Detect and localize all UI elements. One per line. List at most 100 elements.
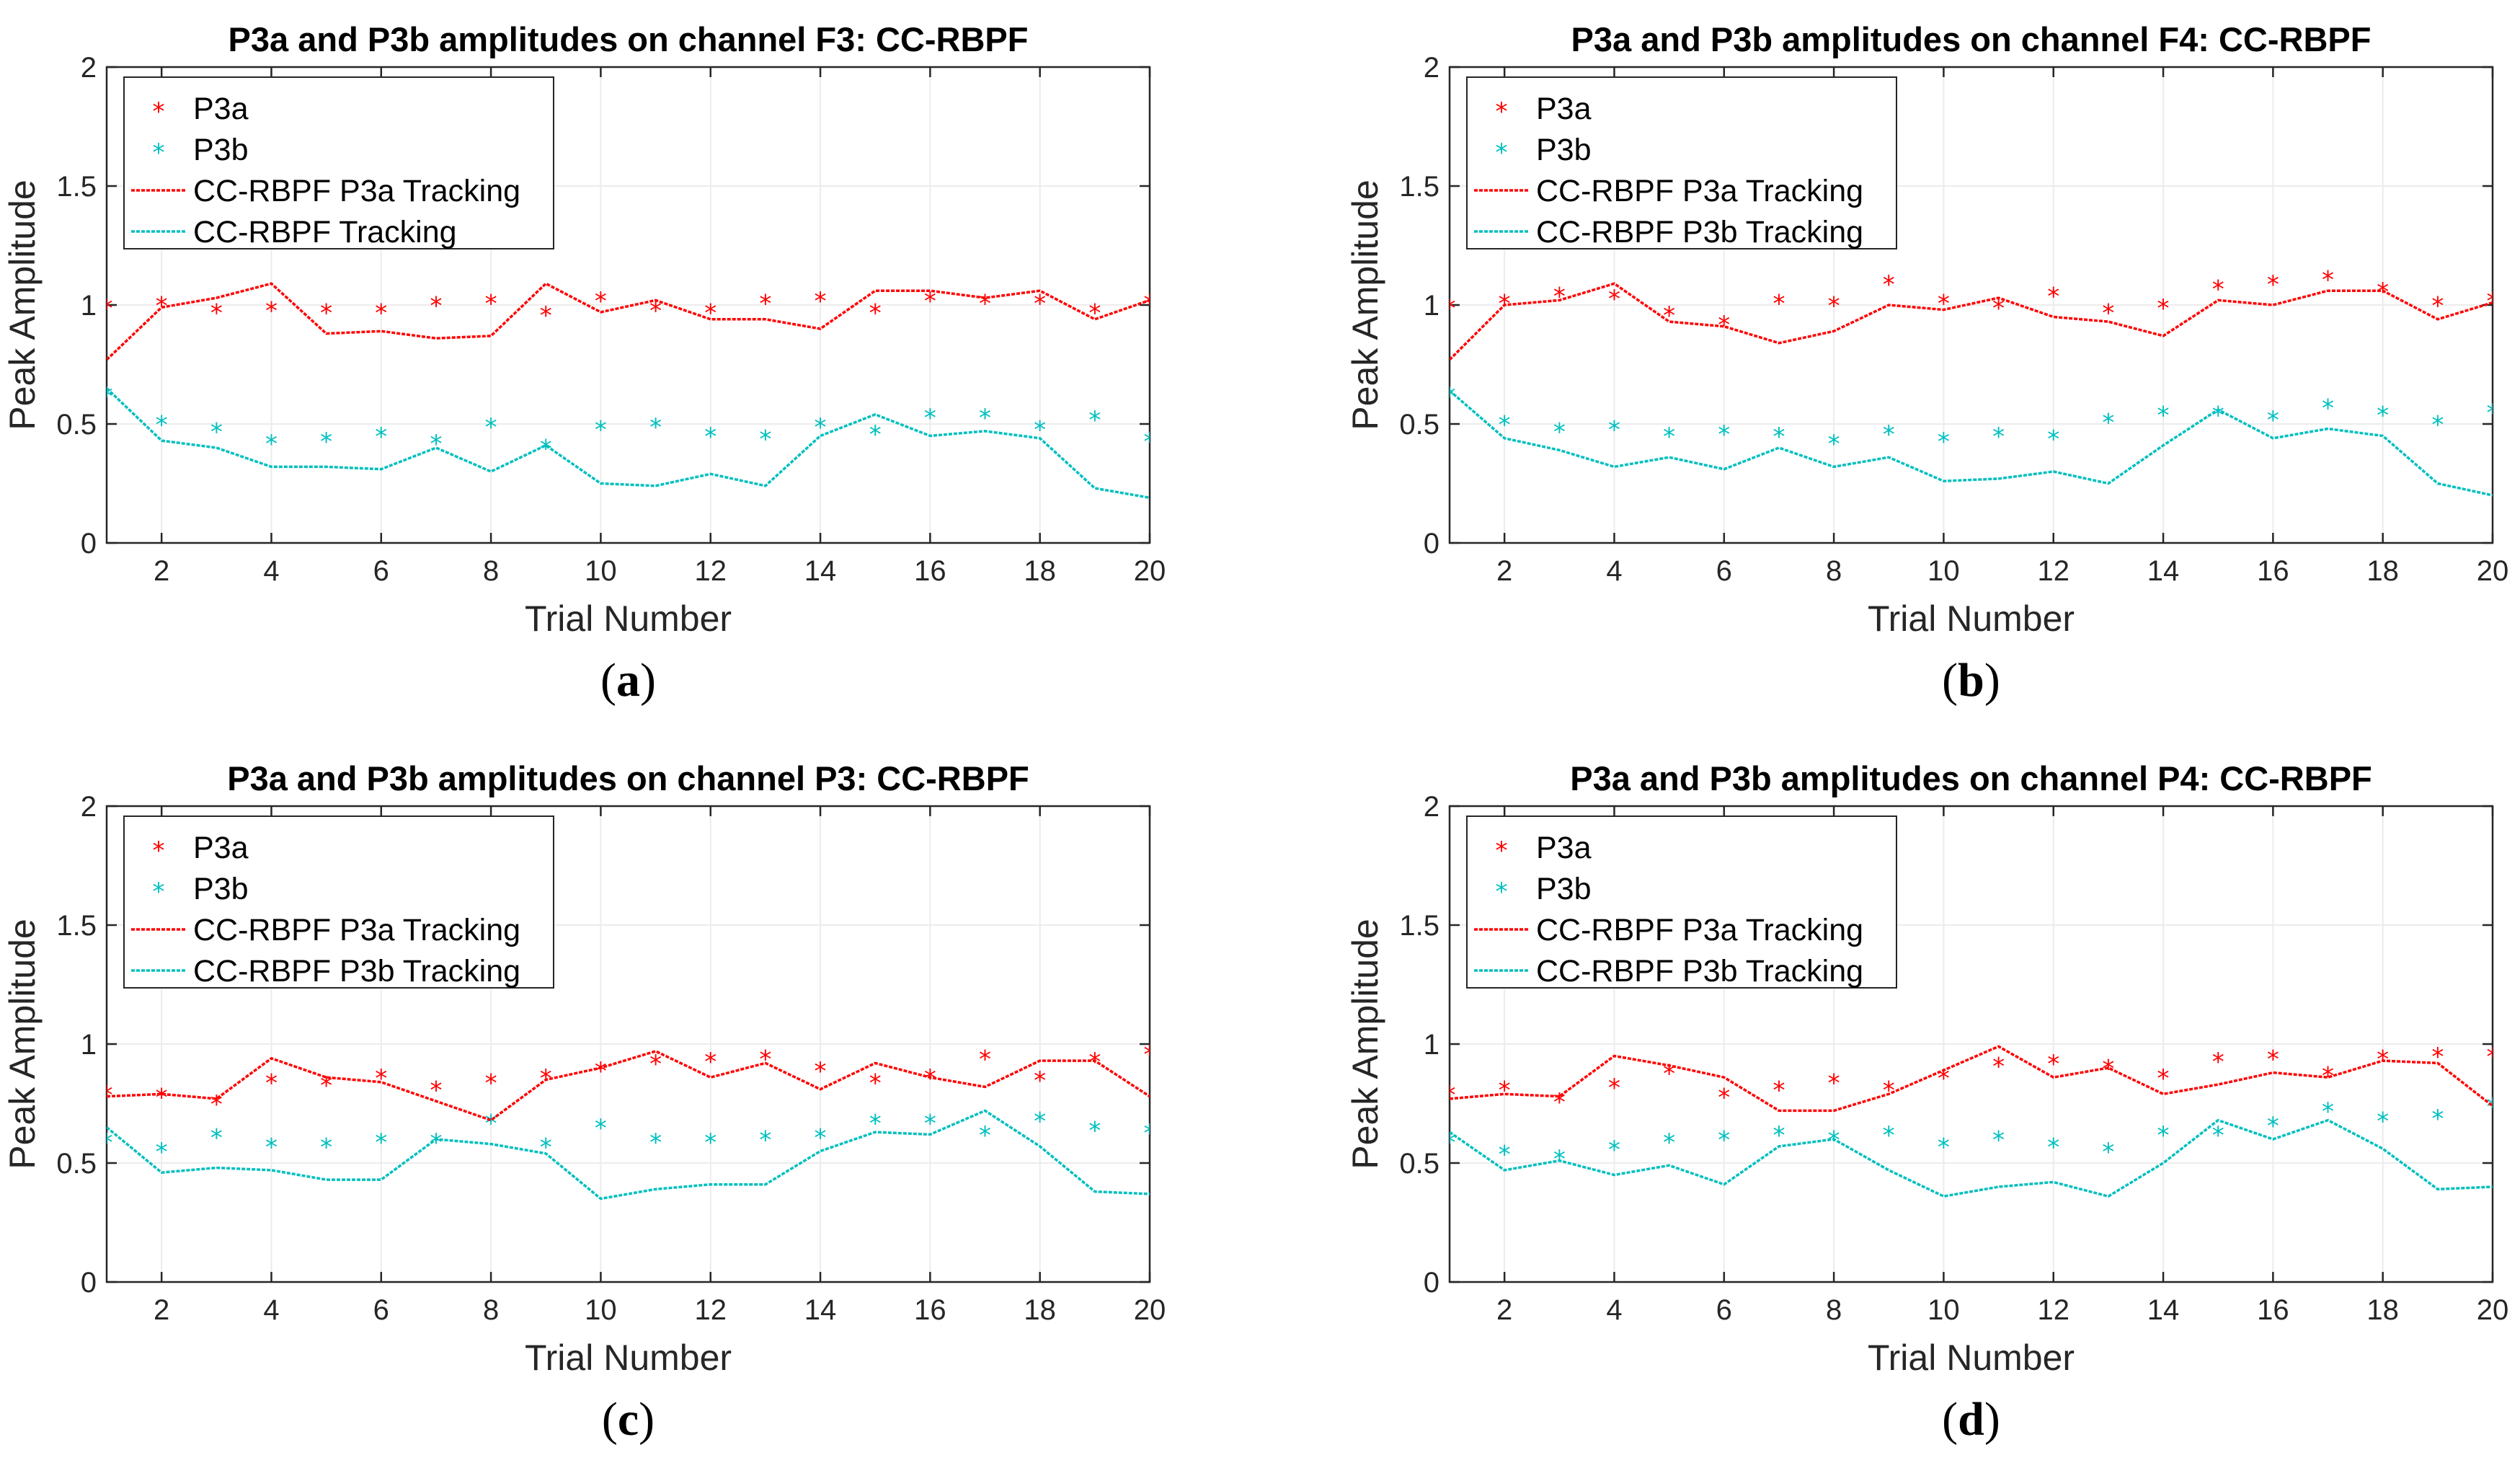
data-point-p3a: * <box>759 1045 771 1074</box>
data-point-p3a: * <box>1663 301 1675 330</box>
data-point-p3a: * <box>1992 1052 2005 1081</box>
x-tick-label: 16 <box>914 555 946 587</box>
data-point-p3a: * <box>1608 1074 1620 1102</box>
y-tick-label: 2 <box>81 791 97 823</box>
data-point-p3b: * <box>430 430 442 459</box>
data-point-p3a: * <box>815 1057 827 1086</box>
data-point-p3a: * <box>1773 1076 1785 1105</box>
x-tick-label: 4 <box>1606 555 1622 587</box>
data-point-p3a: * <box>1444 1081 1456 1110</box>
data-point-p3b: * <box>2212 1121 2224 1150</box>
x-tick-label: 14 <box>804 1294 837 1326</box>
y-axis-label: Peak Amplitude <box>1345 919 1385 1169</box>
data-point-p3b: * <box>101 382 113 411</box>
y-tick-label: 0 <box>81 1267 97 1299</box>
data-point-p3a: * <box>320 299 332 328</box>
data-point-p3a: * <box>704 299 716 328</box>
legend-entry-label: CC-RBPF Tracking <box>193 215 457 249</box>
data-point-p3a: * <box>979 289 991 318</box>
panel-label: (d) <box>1942 1393 2000 1446</box>
x-tick-label: 14 <box>2147 1294 2180 1326</box>
x-tick-label: 12 <box>2037 1294 2069 1326</box>
legend-entry-label: P3b <box>193 872 249 906</box>
data-point-p3b: * <box>1553 418 1566 447</box>
data-point-p3b: * <box>320 428 332 456</box>
x-tick-label: 12 <box>694 1294 727 1326</box>
data-point-p3b: * <box>595 415 607 444</box>
data-point-p3b: * <box>815 1123 827 1152</box>
data-point-p3a: * <box>1144 1040 1156 1069</box>
data-point-p3b: * <box>485 413 497 442</box>
legend-entry-label: P3a <box>193 831 249 865</box>
data-layer: **************************************** <box>1444 1043 2499 1198</box>
data-point-p3a: * <box>979 1045 991 1074</box>
legend-marker-swatch: * <box>1496 877 1508 906</box>
data-point-p3b: * <box>375 423 387 451</box>
data-point-p3b: * <box>101 1128 113 1157</box>
x-tick-label: 18 <box>2366 1294 2399 1326</box>
data-point-p3b: * <box>1883 420 1895 449</box>
data-point-p3b: * <box>704 423 716 451</box>
y-tick-label: 2 <box>1424 791 1439 823</box>
x-axis-label: Trial Number <box>525 1338 732 1378</box>
data-point-p3b: * <box>2377 402 2389 430</box>
data-point-p3b: * <box>375 1128 387 1157</box>
x-tick-label: 10 <box>585 1294 617 1326</box>
data-point-p3b: * <box>210 1123 223 1152</box>
y-axis-label: Peak Amplitude <box>1345 180 1385 430</box>
data-point-p3b: * <box>2047 1133 2059 1162</box>
x-tick-label: 6 <box>373 555 389 587</box>
legend-entry-label: CC-RBPF P3a Tracking <box>193 913 520 947</box>
legend-marker-swatch: * <box>153 836 165 865</box>
y-axis-label: Peak Amplitude <box>2 919 43 1169</box>
chart-panel-d: 2 4 6 8 10 12 14 16 18 20 0 0.5 1 1.5 2 P3a and P3b amp… <box>1345 759 2508 1378</box>
legend-entry-label: P3a <box>1536 92 1592 126</box>
data-point-p3a: * <box>1553 283 1566 311</box>
data-point-p3b: * <box>759 425 771 454</box>
data-point-p3b: * <box>2047 425 2059 454</box>
chart-panel-a: 2 4 6 8 10 12 14 16 18 20 0 0.5 1 1.5 2 P3a and P3b amp… <box>2 20 1166 639</box>
data-point-p3b: * <box>1608 1136 1620 1164</box>
y-tick-label: 0.5 <box>1399 1148 1439 1180</box>
y-tick-label: 1 <box>81 290 97 322</box>
data-point-p3a: * <box>2102 299 2114 328</box>
data-point-p3b: * <box>1144 428 1156 456</box>
panel-letter: a <box>616 654 640 707</box>
data-point-p3b: * <box>649 413 662 442</box>
x-tick-label: 8 <box>483 555 499 587</box>
x-tick-label: 4 <box>263 555 279 587</box>
x-tick-label: 2 <box>1496 555 1512 587</box>
data-point-p3a: * <box>430 1076 442 1105</box>
data-point-p3b: * <box>1938 1133 1950 1162</box>
y-tick-label: 0 <box>1424 1267 1439 1299</box>
legend-marker-swatch: * <box>153 138 165 167</box>
data-point-p3b: * <box>979 404 991 433</box>
y-tick-label: 1.5 <box>56 171 97 203</box>
chart-title: P3a and P3b amplitudes on channel F3: CC… <box>229 20 1029 58</box>
legend: * P3a * P3b CC-RBPF P3a Tracking CC-RBPF Trac… <box>123 76 554 249</box>
data-point-p3b: * <box>320 1133 332 1162</box>
series-line-cc-rbpf-p3b-tracking <box>1450 1118 2493 1198</box>
x-tick-label: 8 <box>483 1294 499 1326</box>
data-point-p3b: * <box>1718 420 1730 449</box>
data-point-p3a: * <box>156 1083 168 1112</box>
data-point-p3b: * <box>924 404 936 433</box>
data-point-p3a: * <box>1034 1066 1046 1095</box>
y-tick-label: 0.5 <box>56 409 97 441</box>
data-point-p3b: * <box>2487 1093 2499 1122</box>
x-tick-label: 16 <box>914 1294 946 1326</box>
panel-letter: d <box>1958 1393 1984 1446</box>
panel-letter: b <box>1958 654 1984 707</box>
panel-label: (c) <box>601 1393 655 1446</box>
data-point-p3b: * <box>649 1128 662 1157</box>
chart-panel-c: 2 4 6 8 10 12 14 16 18 20 0 0.5 1 1.5 2 P3a and P3b amp… <box>2 759 1166 1378</box>
data-point-p3b: * <box>540 1133 552 1162</box>
data-point-p3a: * <box>2267 1045 2279 1074</box>
x-axis-label: Trial Number <box>1868 598 2075 639</box>
legend: * P3a * P3b CC-RBPF P3a Tracking CC-RBPF P3b … <box>123 815 554 989</box>
y-tick-label: 1.5 <box>1399 171 1439 203</box>
data-point-p3b: * <box>869 420 882 449</box>
data-point-p3b: * <box>265 430 278 459</box>
y-tick-label: 1.5 <box>1399 910 1439 942</box>
data-point-p3a: * <box>375 1064 387 1093</box>
